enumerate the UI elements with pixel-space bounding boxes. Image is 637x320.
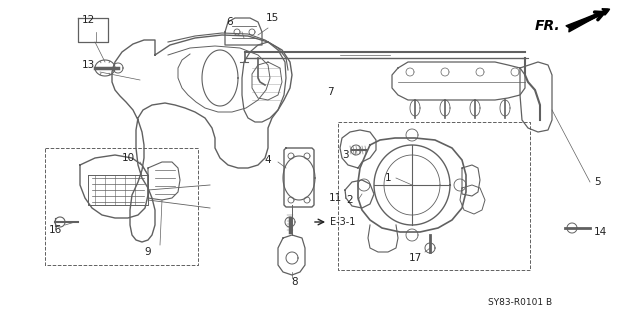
Text: 14: 14 <box>594 227 606 237</box>
Text: 7: 7 <box>327 87 333 97</box>
Text: 13: 13 <box>82 60 95 70</box>
Text: FR.: FR. <box>534 19 560 33</box>
Text: 3: 3 <box>341 150 348 160</box>
Text: 16: 16 <box>48 225 62 235</box>
Text: 8: 8 <box>292 277 298 287</box>
Text: 5: 5 <box>595 177 601 187</box>
Text: 11: 11 <box>329 193 341 203</box>
Text: 6: 6 <box>227 17 233 27</box>
Text: 9: 9 <box>145 247 152 257</box>
Text: 12: 12 <box>82 15 95 25</box>
Text: SY83-R0101 B: SY83-R0101 B <box>488 298 552 307</box>
Text: E-3-1: E-3-1 <box>330 217 355 227</box>
Text: 17: 17 <box>408 253 422 263</box>
Text: 15: 15 <box>266 13 278 23</box>
Text: 1: 1 <box>385 173 391 183</box>
Text: 10: 10 <box>122 153 134 163</box>
Text: 2: 2 <box>347 195 354 205</box>
Text: 4: 4 <box>265 155 271 165</box>
